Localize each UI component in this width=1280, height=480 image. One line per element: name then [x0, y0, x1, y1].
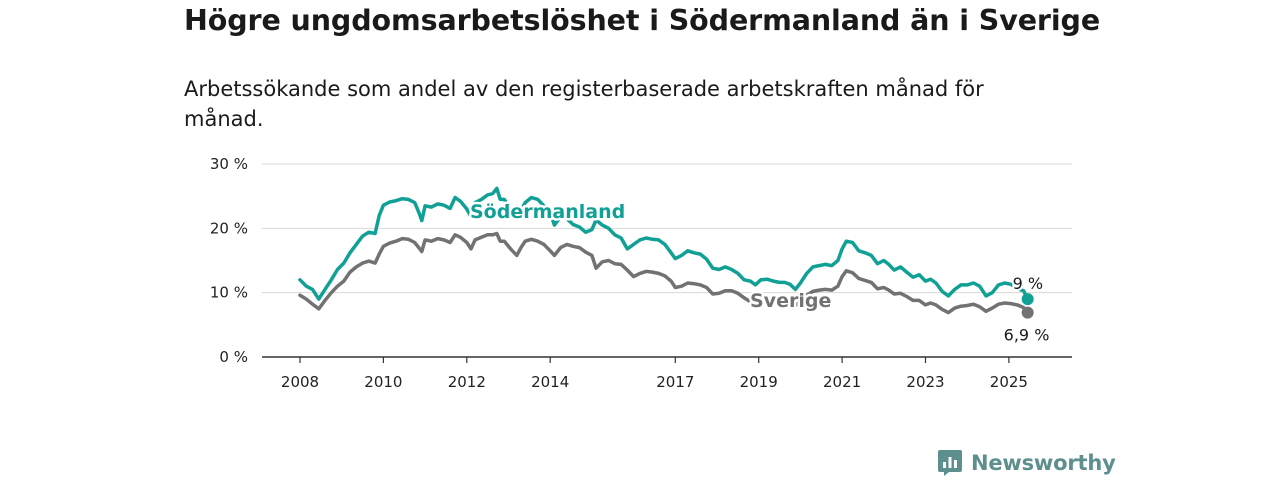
x-tick-label: 2017 [656, 373, 694, 391]
brand-name: Newsworthy [971, 451, 1116, 475]
series-labels: Södermanland Sverige 9 % 6,9 % [468, 199, 1052, 347]
x-tick-label: 2025 [990, 373, 1028, 391]
x-tick-label: 2008 [281, 373, 319, 391]
series-name-label: Södermanland [470, 201, 625, 223]
x-tick-label: 2019 [740, 373, 778, 391]
end-point-södermanland [1021, 293, 1034, 306]
x-tick-label: 2014 [531, 373, 569, 391]
y-tick-label: 30 % [210, 155, 248, 173]
gridlines [262, 163, 1072, 294]
x-tick-label: 2023 [906, 373, 944, 391]
x-tick-label: 2021 [823, 373, 861, 391]
x-tick-label: 2010 [364, 373, 402, 391]
series-line-södermanland [298, 186, 1030, 301]
end-value-label: 9 % [1013, 274, 1043, 293]
chart-subtitle: Arbetssökande som andel av den registerb… [184, 77, 984, 131]
chart-title: Högre ungdomsarbetslöshet i Södermanland… [184, 4, 1101, 37]
x-axis-ticks: 2008 2010 2012 2014 2017 2019 2021 2023 2025 [281, 357, 1028, 391]
y-tick-label: 10 % [210, 284, 248, 302]
series-line-sverige [298, 231, 1030, 315]
series-lines [298, 186, 1034, 319]
end-value-label: 6,9 % [1004, 326, 1050, 345]
newsworthy-brand[interactable]: Newsworthy [937, 449, 1116, 477]
y-tick-label: 0 % [219, 348, 248, 366]
end-point-sverige [1021, 306, 1034, 319]
y-tick-label: 20 % [210, 219, 248, 237]
y-axis-ticks: 0 % 10 % 20 % 30 % [210, 155, 248, 366]
x-tick-label: 2012 [448, 373, 486, 391]
series-name-label: Sverige [750, 290, 831, 312]
bar-chart-speech-bubble-icon [938, 450, 962, 476]
